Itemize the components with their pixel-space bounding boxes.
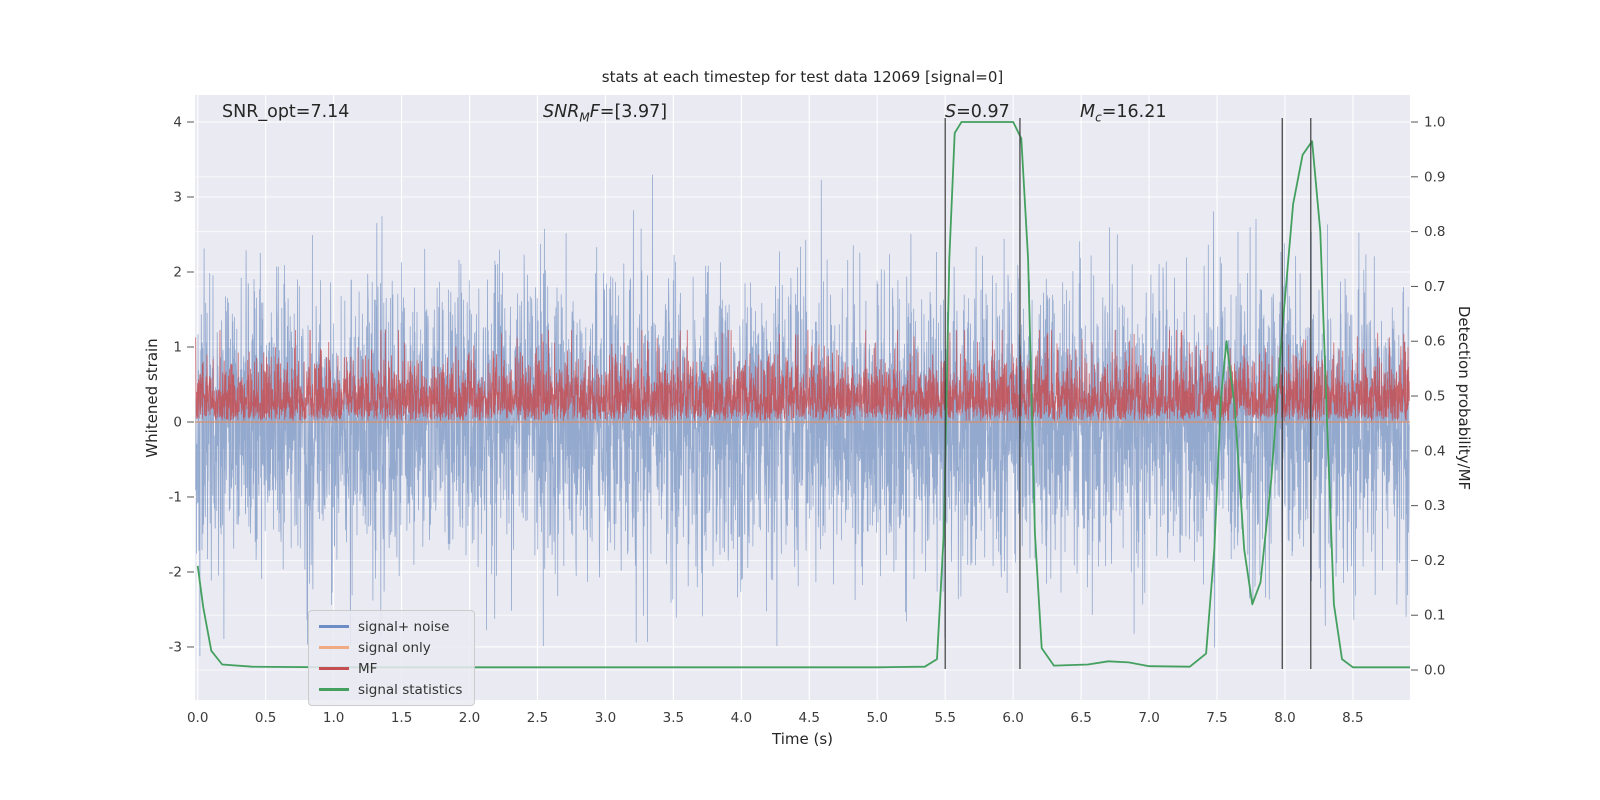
- event-vlines: [944, 118, 1312, 669]
- x-tick-label: 3.0: [595, 710, 616, 726]
- y-tick-label-right: 0.9: [1424, 169, 1445, 185]
- y-tick-label-right: 0.1: [1424, 608, 1445, 624]
- y-tick-label-left: 4: [173, 114, 182, 130]
- y-tick-label-right: 1.0: [1424, 115, 1445, 131]
- series-mf: [195, 329, 1410, 422]
- y-tick-label-right: 0.3: [1424, 498, 1445, 514]
- y-tick-label-left: 1: [173, 339, 182, 355]
- legend-label-signal-only: signal only: [358, 639, 431, 656]
- x-tick-label: 8.5: [1342, 710, 1363, 726]
- legend-swatch-signal-only: [319, 646, 349, 649]
- y-tick-label-left: -1: [169, 489, 182, 505]
- annotation-mc: Mc=16.21: [1080, 102, 1166, 125]
- y-axis-label-left: Whitened strain: [143, 338, 161, 458]
- x-tick-label: 8.0: [1274, 710, 1295, 726]
- legend-item-signal-statistics: signal statistics: [319, 681, 462, 698]
- legend-item-mf: MF: [319, 660, 462, 677]
- annotation-snr-mf-rest: =[3.97]: [599, 102, 668, 122]
- annotation-s-stat: S=0.97: [945, 102, 1010, 122]
- x-tick-label: 7.5: [1206, 710, 1227, 726]
- x-tick-label: 1.0: [323, 710, 344, 726]
- legend-swatch-signal-statistics: [319, 688, 349, 691]
- legend-item-signal-noise: signal+ noise: [319, 618, 462, 635]
- legend-label-signal-statistics: signal statistics: [358, 681, 463, 698]
- x-tick-label: 2.5: [527, 710, 548, 726]
- annotation-snr-mf-main: SNR: [543, 102, 580, 122]
- annotation-mc-main: M: [1080, 102, 1096, 122]
- x-tick-label: 0.0: [187, 710, 208, 726]
- legend-label-signal-noise: signal+ noise: [358, 618, 450, 635]
- x-tick-label: 4.0: [731, 710, 752, 726]
- y-tick-label-right: 0.4: [1424, 443, 1445, 459]
- legend-swatch-mf: [319, 667, 349, 670]
- x-tick-label: 1.5: [391, 710, 412, 726]
- series-signal-statistics: [196, 121, 1410, 669]
- y-tick-label-right: 0.0: [1424, 663, 1445, 679]
- x-tick-label: 6.0: [1002, 710, 1023, 726]
- annotation-mc-sub: c: [1095, 110, 1102, 125]
- x-tick-label: 4.5: [799, 710, 820, 726]
- annotation-snr-mf: SNRMF=[3.97]: [543, 102, 667, 125]
- x-tick-label: 7.0: [1138, 710, 1159, 726]
- y-tick-label-right: 0.5: [1424, 389, 1445, 405]
- chart-title: stats at each timestep for test data 120…: [601, 68, 1004, 86]
- x-tick-label: 5.5: [934, 710, 955, 726]
- legend: signal+ noise signal only MF signal stat…: [308, 610, 476, 706]
- y-tick-label-left: 3: [173, 189, 182, 205]
- annotation-snr-opt-text: SNR_opt=7.14: [222, 102, 350, 122]
- x-tick-label: 3.5: [663, 710, 684, 726]
- y-tick-label-left: 2: [173, 264, 182, 280]
- y-tick-label-right: 0.8: [1424, 224, 1445, 240]
- y-tick-label-left: -2: [169, 564, 182, 580]
- annotation-s-stat-main: S: [945, 102, 957, 122]
- x-axis-label: Time (s): [772, 730, 833, 748]
- annotation-snr-mf-sub: M: [579, 110, 590, 125]
- y-tick-label-right: 0.6: [1424, 334, 1445, 350]
- y-tick-label-left: 0: [173, 414, 182, 430]
- annotation-snr-opt: SNR_opt=7.14: [222, 102, 349, 122]
- y-tick-label-left: -3: [169, 639, 182, 655]
- y-tick-label-right: 0.2: [1424, 553, 1445, 569]
- x-tick-label: 6.5: [1070, 710, 1091, 726]
- annotation-snr-mf-tail: F: [589, 102, 600, 122]
- x-tick-label: 2.0: [459, 710, 480, 726]
- tick-labels: 0.0 0.5 1.0 1.5 2.0 2.5 3.0 3.5 4.0 4.5 5.0 5.5 6.0 6…: [169, 114, 1446, 726]
- x-tick-label: 0.5: [255, 710, 276, 726]
- annotation-s-stat-rest: =0.97: [956, 102, 1010, 122]
- x-tick-label: 5.0: [867, 710, 888, 726]
- y-axis-label-right: Detection probability/MF: [1455, 305, 1473, 491]
- legend-item-signal-only: signal only: [319, 639, 462, 656]
- series-signal-noise: [195, 174, 1410, 656]
- legend-label-mf: MF: [358, 660, 378, 677]
- legend-swatch-signal-noise: [319, 625, 349, 628]
- y-tick-label-right: 0.7: [1424, 279, 1445, 295]
- annotation-mc-rest: =16.21: [1101, 102, 1167, 122]
